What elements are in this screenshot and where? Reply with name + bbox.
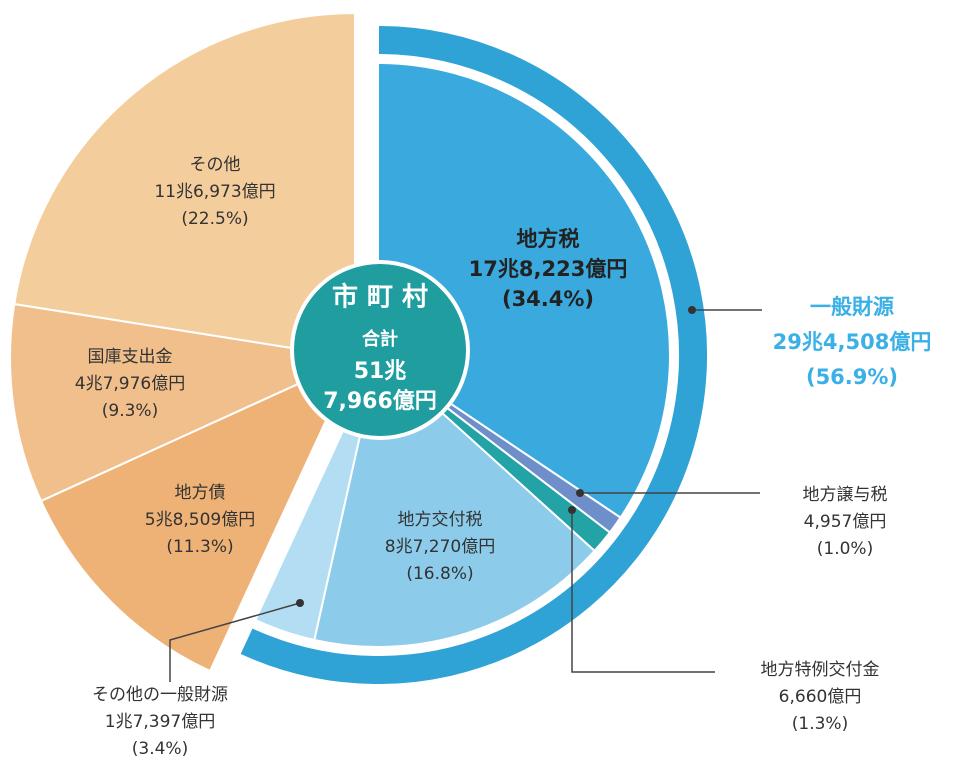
slice-amount: 8兆7,270億円 [385, 537, 495, 557]
slice-amount: 17兆8,223億円 [469, 257, 628, 281]
slice-percent: (1.0%) [817, 539, 873, 559]
group-ring [238, 23, 709, 686]
center-text: 51兆 [354, 359, 407, 384]
group-percent: (56.9%) [806, 365, 898, 389]
slice-percent: (22.5%) [181, 209, 248, 229]
pie-slice [39, 355, 358, 673]
center-title: 市 町 村 [332, 282, 428, 313]
slice-percent: (34.4%) [502, 287, 594, 311]
slice-percent: (9.3%) [102, 401, 158, 421]
group-name: 一般財源 [810, 295, 894, 319]
center-circle [290, 260, 470, 440]
slice-amount: 11兆6,973億円 [154, 182, 275, 202]
slice-amount: 4兆7,976億円 [75, 374, 185, 394]
center-text: 合計 [362, 328, 398, 350]
slice-percent: (16.8%) [406, 564, 473, 584]
leader-dot [576, 489, 584, 497]
pie-slice [377, 61, 671, 519]
leader-line [169, 602, 301, 682]
slice-percent: (3.4%) [132, 739, 188, 759]
slice-name: 地方債 [175, 483, 226, 503]
slice-name: その他 [190, 155, 241, 175]
slice-percent: (11.3%) [166, 537, 233, 557]
center-text: 7,966億円 [323, 388, 437, 414]
leader-line [571, 510, 715, 673]
leader-dot [568, 506, 576, 514]
leader-dot [296, 599, 304, 607]
leader-dot [688, 306, 696, 314]
pie-slice [13, 11, 356, 360]
slice-amount: 6,660億円 [779, 687, 862, 707]
slice-name: 地方税 [517, 227, 580, 251]
slice-amount: 5兆8,509億円 [145, 510, 255, 530]
pie-slice [9, 302, 359, 503]
slice-name: 地方譲与税 [803, 485, 888, 505]
slice-amount: 4,957億円 [804, 512, 887, 532]
group-amount: 29兆4,508億円 [773, 330, 932, 354]
slice-name: 国庫支出金 [88, 347, 173, 367]
slice-name: 地方交付税 [398, 510, 483, 530]
slice-percent: (1.3%) [792, 714, 848, 734]
slice-amount: 1兆7,397億円 [105, 712, 215, 732]
slice-name: その他の一般財源 [92, 685, 228, 705]
slice-name: 地方特例交付金 [761, 660, 880, 680]
